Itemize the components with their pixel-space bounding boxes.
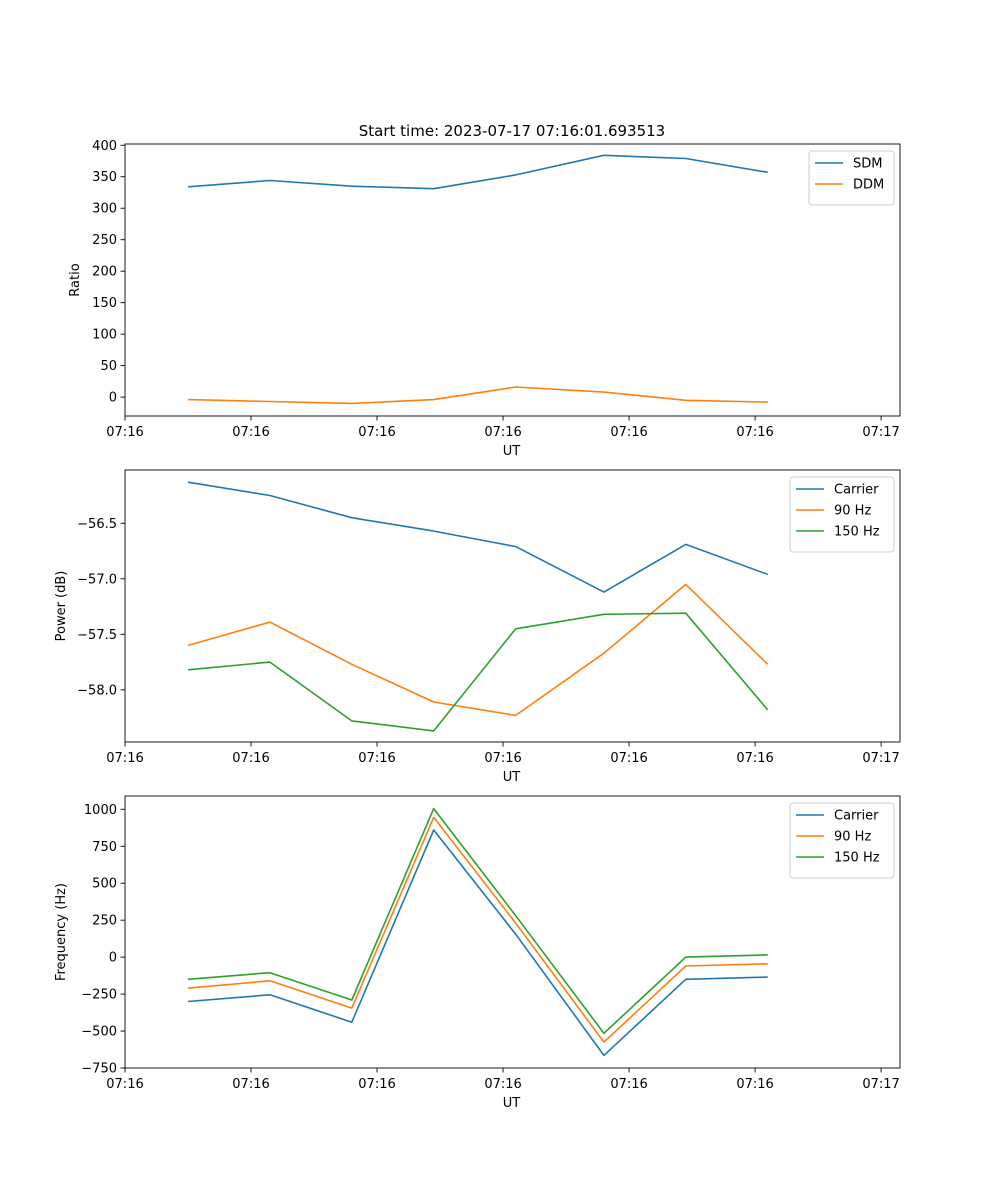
x-tick-label: 07:16 <box>106 425 143 440</box>
x-tick-label: 07:16 <box>106 1077 143 1092</box>
figure-title: Start time: 2023-07-17 07:16:01.693513 <box>359 122 665 140</box>
x-axis-label: UT <box>503 444 521 459</box>
legend-box <box>789 802 895 879</box>
x-tick-label: 07:16 <box>736 1077 773 1092</box>
panels: 07:16 07:16 07:16 07:16 07:16 07:16 07:17 0 50 10… <box>54 139 901 1111</box>
y-tick-label: −56.5 <box>77 517 117 532</box>
series-line-carrier <box>187 481 768 593</box>
x-axis-label: UT <box>503 1096 521 1111</box>
series-line-sdm <box>187 154 768 190</box>
y-tick-label: −57.0 <box>77 572 117 587</box>
legend-label: Carrier <box>834 809 879 824</box>
series-line-90-hz <box>187 816 768 1043</box>
y-tick-label: 400 <box>92 139 117 154</box>
x-tick-label: 07:16 <box>610 425 647 440</box>
panel-1: 07:16 07:16 07:16 07:16 07:16 07:16 07:17 0 50 10… <box>68 139 901 459</box>
series-line-carrier <box>187 829 768 1057</box>
y-tick-label: 750 <box>92 840 117 855</box>
x-tick-label: 07:17 <box>862 425 899 440</box>
legend-box <box>789 476 895 553</box>
series-line-90-hz <box>187 583 769 717</box>
x-tick-label: 07:16 <box>736 425 773 440</box>
y-tick-label: −750 <box>81 1062 117 1077</box>
x-tick-label: 07:16 <box>232 1077 269 1092</box>
y-tick-label: 200 <box>92 265 117 280</box>
legend-label: SDM <box>853 157 882 172</box>
x-tick-label: 07:16 <box>610 751 647 766</box>
y-tick-label: 250 <box>92 233 117 248</box>
series-line-150-hz <box>187 612 769 732</box>
x-tick-label: 07:17 <box>862 751 899 766</box>
y-axis-label: Power (dB) <box>54 571 69 642</box>
y-tick-label: 250 <box>92 914 117 929</box>
x-tick-label: 07:17 <box>862 1077 899 1092</box>
y-tick-label: 150 <box>92 296 117 311</box>
y-tick-label: −57.5 <box>77 628 117 643</box>
x-tick-label: 07:16 <box>358 1077 395 1092</box>
y-tick-label: −500 <box>81 1025 117 1040</box>
x-tick-label: 07:16 <box>736 751 773 766</box>
x-tick-label: 07:16 <box>358 425 395 440</box>
x-tick-label: 07:16 <box>232 751 269 766</box>
y-tick-label: 500 <box>92 877 117 892</box>
y-tick-label: 50 <box>100 359 117 374</box>
axes-frame <box>124 143 901 417</box>
axes-frame <box>124 795 901 1069</box>
y-axis-label: Frequency (Hz) <box>54 883 69 981</box>
y-tick-label: 0 <box>109 951 117 966</box>
series-line-150-hz <box>187 807 768 1035</box>
y-tick-label: 300 <box>92 202 117 217</box>
legend-label: 150 Hz <box>834 851 880 866</box>
series-line-ddm <box>187 386 768 405</box>
x-tick-label: 07:16 <box>232 425 269 440</box>
y-tick-label: 0 <box>109 391 117 406</box>
y-tick-label: 100 <box>92 328 117 343</box>
y-tick-label: 350 <box>92 170 117 185</box>
legend-label: Carrier <box>834 483 879 498</box>
legend-label: 150 Hz <box>834 525 880 540</box>
x-tick-label: 07:16 <box>484 425 521 440</box>
x-tick-label: 07:16 <box>106 751 143 766</box>
y-tick-label: −58.0 <box>77 683 117 698</box>
x-tick-label: 07:16 <box>358 751 395 766</box>
legend-label: DDM <box>853 178 884 193</box>
y-axis-label: Ratio <box>68 263 83 296</box>
y-tick-label: −250 <box>81 988 117 1003</box>
legend-box <box>808 150 895 206</box>
legend-label: 90 Hz <box>834 504 871 519</box>
axes-frame <box>124 469 901 743</box>
x-axis-label: UT <box>503 770 521 785</box>
x-tick-label: 07:16 <box>484 751 521 766</box>
panel-2: 07:16 07:16 07:16 07:16 07:16 07:16 07:17 −58.0… <box>54 469 901 785</box>
x-tick-label: 07:16 <box>484 1077 521 1092</box>
panel-3: 07:16 07:16 07:16 07:16 07:16 07:16 07:17 −750 −… <box>54 795 901 1111</box>
y-tick-label: 1000 <box>84 803 117 818</box>
legend-label: 90 Hz <box>834 830 871 845</box>
x-tick-label: 07:16 <box>610 1077 647 1092</box>
